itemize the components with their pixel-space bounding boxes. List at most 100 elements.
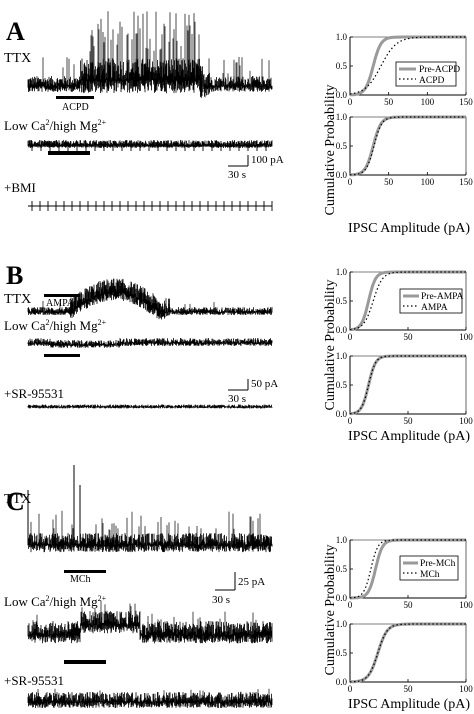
drug-trace-c-signal-events (31, 688, 270, 702)
cdf-ytick: 1.0 (336, 112, 348, 122)
cdf-xlabel-b: IPSC Amplitude (pA) (348, 429, 470, 444)
legend-drug-a: ACPD (419, 76, 444, 86)
drug-label-c: +SR-95531 (4, 673, 64, 688)
ttx-trace-c (27, 465, 273, 553)
cdf-xtick: 0 (348, 684, 353, 694)
ttx-label-a: TTX (4, 51, 31, 66)
cdf-xtick: 0 (348, 97, 353, 107)
cdf-ytick: 1.0 (336, 351, 348, 361)
cdf-ytick: 0.5 (336, 380, 348, 390)
drug-bar-lowca-b (44, 354, 80, 357)
ttx-label-b: TTX (4, 292, 31, 307)
scale-time-a: 30 s (228, 169, 246, 181)
panel-c: C TTX MCh 25 pA 30 s Low Ca2/high Mg2+ +… (4, 465, 473, 712)
cdf-ylabel-c: Cumulative Probability (323, 544, 338, 675)
cdf-xtick: 0 (348, 416, 353, 426)
cdf-ytick: 1.0 (336, 535, 348, 545)
cdf-ytick: 0.5 (336, 61, 348, 71)
drug-bar-lowca-c (64, 660, 106, 664)
cdf-xtick: 50 (384, 177, 394, 187)
ttx-trace-c-large-events (27, 465, 81, 545)
drug-label-b: +SR-95531 (4, 386, 64, 401)
cdf-ytick: 0.5 (336, 564, 348, 574)
cdf-ytick: 1.0 (336, 267, 348, 277)
ttx-trace-b-signal (27, 278, 273, 320)
cdf-axes (349, 624, 466, 683)
scale-time-b: 30 s (228, 393, 246, 405)
cdf-ytick: 0.5 (336, 648, 348, 658)
cdf-xtick: 100 (459, 684, 473, 694)
cdf-xtick: 0 (348, 600, 353, 610)
panel-a: A TTX ACPD Low Ca2/high Mg2+ 100 pA 30 s… (4, 11, 473, 236)
cdf-ytick: 0.0 (336, 593, 348, 603)
cdf-ylabel-a: Cumulative Probability (323, 84, 338, 215)
panel-b: B TTX AMPA Low Ca2/high Mg2+ 50 pA 30 s … (4, 261, 473, 444)
legend-drug-c: MCh (420, 570, 440, 580)
cdf-curve-drug (349, 623, 466, 683)
cdf-curve-pre (350, 538, 466, 600)
lowca-trace-c-signal-events (32, 600, 257, 635)
drug-bar-a (56, 96, 94, 99)
panel-letter-a: A (6, 17, 25, 46)
cdf-curve-pre (349, 35, 466, 97)
scale-amp-a: 100 pA (251, 154, 284, 166)
drug-trace-c-signal (27, 692, 273, 708)
cdf-xtick: 50 (404, 416, 414, 426)
cdf-xtick: 50 (404, 332, 414, 342)
cdf-xtick: 100 (421, 97, 435, 107)
drug-label-a: +BMI (4, 180, 36, 195)
ttx-trace-c-signal-events (30, 510, 261, 545)
cdf-xtick: 50 (404, 600, 414, 610)
drug-trace-a (28, 201, 273, 211)
drug-trace-c (27, 688, 273, 708)
ttx-trace-b (27, 278, 273, 320)
legend-drug-b: AMPA (421, 303, 448, 313)
scale-bar-c: 25 pA 30 s (212, 572, 265, 606)
cdf-xtick: 150 (459, 177, 473, 187)
legend-pre-c: Pre-MCh (420, 559, 456, 569)
lowca-label-c: Low Ca2/high Mg2+ (4, 594, 107, 609)
cdf-xtick: 100 (459, 332, 473, 342)
cdf-xlabel-a: IPSC Amplitude (pA) (348, 221, 470, 236)
lowca-trace-a-signal (27, 140, 273, 148)
ttx-trace-a-signal-events (42, 11, 270, 86)
drug-bar-label-c: MCh (70, 574, 91, 585)
scale-bar-a: 100 pA 30 s (228, 154, 284, 181)
ttx-trace-c-signal (27, 533, 273, 553)
drug-bar-label-a: ACPD (62, 102, 89, 113)
cdf-ytick: 1.0 (336, 32, 348, 42)
cdf-curve-pre (349, 622, 466, 684)
cdf-ytick: 1.0 (336, 619, 348, 629)
scale-amp-c: 25 pA (238, 576, 265, 588)
cdf-legend-a: Pre-ACPD ACPD (395, 61, 460, 87)
drug-trace-b-signal (27, 404, 273, 409)
cdf-ytick: 0.0 (336, 677, 348, 687)
lowca-trace-b (27, 338, 273, 348)
drug-trace-b (27, 404, 273, 409)
cdf-ytick: 0.0 (336, 325, 348, 335)
cdf-xtick: 100 (459, 600, 473, 610)
panel-letter-c: C (6, 487, 25, 516)
drug-bar-c (64, 570, 106, 573)
legend-pre-b: Pre-AMPA (421, 292, 464, 302)
cdf-legend-c: Pre-MCh MCh (399, 555, 459, 581)
cdf-curve-drug (349, 355, 466, 415)
lowca-trace-c-signal (27, 611, 273, 644)
ttx-trace-a-signal (27, 58, 273, 98)
cdf-curve-pre (349, 270, 466, 332)
cdf-xtick: 100 (421, 177, 435, 187)
cdf-frame (350, 623, 467, 682)
cdf-legend-b: Pre-AMPA AMPA (399, 288, 464, 314)
lowca-trace-c (27, 600, 273, 644)
cdf-xtick: 100 (459, 416, 473, 426)
panel-letter-b: B (6, 261, 23, 290)
drug-bar-lowca-a (48, 151, 90, 155)
drug-bar-b (44, 294, 80, 297)
lowca-trace-b-signal (27, 338, 273, 348)
lowca-label-a: Low Ca2/high Mg2+ (4, 118, 107, 133)
cdf-ytick: 0.0 (336, 409, 348, 419)
scale-amp-b: 50 pA (251, 378, 278, 390)
